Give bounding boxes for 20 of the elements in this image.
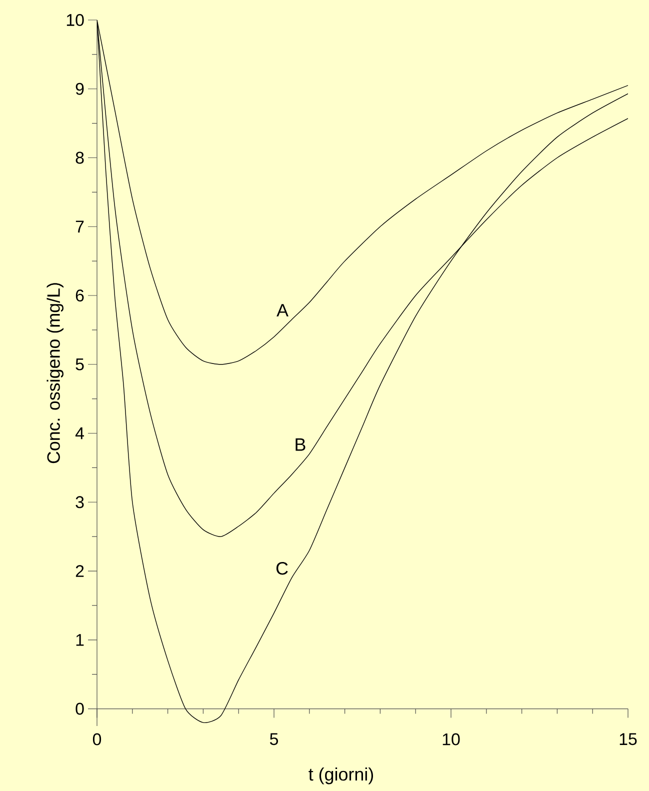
x-axis-title: t (giorni) [308,768,374,784]
y-tick-label: 9 [76,82,84,95]
x-tick-label: 0 [92,733,102,746]
y-tick-label: 4 [75,427,84,440]
y-tick-label: 7 [76,220,84,232]
x-tick-label: 5 [270,733,278,746]
y-tick-label: 5 [76,358,84,370]
series-label: C [276,562,288,575]
x-tick-label: 15 [620,733,637,746]
y-tick-label: 6 [76,290,84,302]
series-label: B [296,438,306,451]
y-tick-label: 2 [76,565,84,577]
y-axis-title: Conc. ossigeno (mg/L) [46,283,64,464]
y-tick-label: 0 [76,702,84,715]
y-tick-label: 3 [76,496,84,508]
y-tick-label: 8 [76,152,84,164]
x-tick-label: 10 [442,733,460,746]
y-tick-label: 10 [66,14,84,26]
series-label: A [276,304,288,316]
y-tick-label: 1 [76,634,84,646]
